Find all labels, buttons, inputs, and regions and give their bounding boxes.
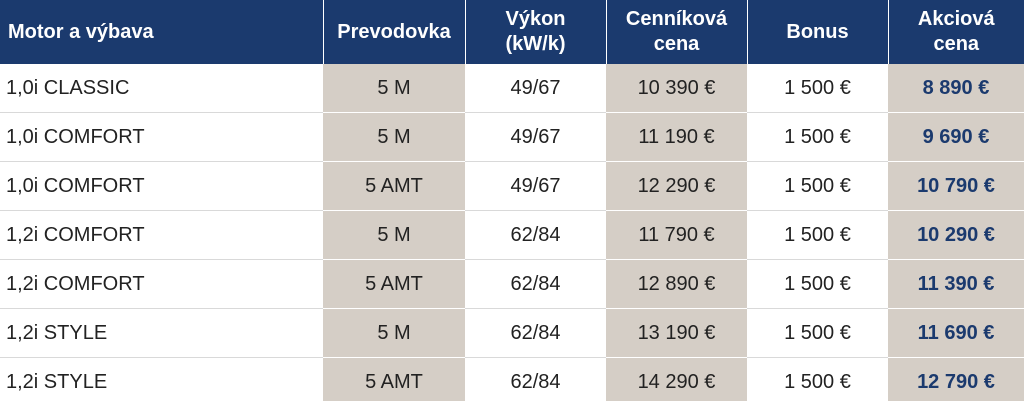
table-row: 1,0i CLASSIC 5 M 49/67 10 390 €1 500 €8 890… <box>0 64 1024 113</box>
table-row: 1,2i STYLE 5 AMT 62/84 14 290 €1 500 €12 79… <box>0 357 1024 401</box>
table-row: 1,0i COMFORT 5 M 49/67 11 190 €1 500 €9 690… <box>0 112 1024 162</box>
header-text: Cenníková <box>625 8 728 30</box>
table-cell: 10 790 € <box>888 161 1024 211</box>
table-cell: 5 M <box>323 112 465 162</box>
table-cell: 62/84 <box>465 259 606 309</box>
table-cell: 1,0i COMFORT <box>0 161 323 211</box>
table-cell: 62/84 <box>465 357 606 401</box>
column-header: Cenníková cena <box>606 0 748 64</box>
header-text: cena <box>653 33 700 55</box>
header-text: Výkon <box>505 8 566 30</box>
table-cell: 1 500 € <box>747 64 888 113</box>
table-cell: 11 690 € <box>888 308 1024 358</box>
column-header: Výkon (kW/k) <box>465 0 607 64</box>
column-header: Akciová cena <box>888 0 1024 64</box>
table-cell: 12 790 € <box>888 357 1024 401</box>
header-text: cena <box>933 33 980 55</box>
table-cell: 1 500 € <box>747 161 888 211</box>
table-row: 1,2i COMFORT 5 AMT 62/84 12 890 €1 500 €11 … <box>0 259 1024 309</box>
table-row: 1,2i STYLE 5 M 62/84 13 190 €1 500 €11 690 … <box>0 308 1024 358</box>
table-cell: 1,2i STYLE <box>0 308 323 358</box>
table-cell: 1 500 € <box>747 259 888 309</box>
table-cell: 13 190 € <box>606 308 747 358</box>
table-cell: 1 500 € <box>747 357 888 401</box>
table-cell: 10 390 € <box>606 64 747 113</box>
table-cell: 12 290 € <box>606 161 747 211</box>
table-cell: 5 AMT <box>323 259 465 309</box>
table-cell: 10 290 € <box>888 210 1024 260</box>
table-cell: 11 390 € <box>888 259 1024 309</box>
table-cell: 14 290 € <box>606 357 747 401</box>
table-cell: 5 AMT <box>323 357 465 401</box>
table-cell: 1,2i STYLE <box>0 357 323 401</box>
table-cell: 12 890 € <box>606 259 747 309</box>
table-cell: 1,2i COMFORT <box>0 210 323 260</box>
header-text: Motor a výbava <box>8 20 154 43</box>
table-cell: 1,0i CLASSIC <box>0 64 323 113</box>
table-cell: 5 M <box>323 210 465 260</box>
header-text: Akciová <box>917 8 995 30</box>
table-cell: 62/84 <box>465 210 606 260</box>
table-cell: 1,2i COMFORT <box>0 259 323 309</box>
header-text: Prevodovka <box>337 20 451 43</box>
table-cell: 5 M <box>323 308 465 358</box>
table-cell: 11 790 € <box>606 210 747 260</box>
table-cell: 9 690 € <box>888 112 1024 162</box>
table-cell: 1,0i COMFORT <box>0 112 323 162</box>
table-cell: 11 190 € <box>606 112 747 162</box>
table-cell: 1 500 € <box>747 308 888 358</box>
table-cell: 1 500 € <box>747 112 888 162</box>
table-cell: 8 890 € <box>888 64 1024 113</box>
column-header: Motor a výbava <box>0 0 324 64</box>
header-text: Bonus <box>786 20 849 43</box>
table-cell: 62/84 <box>465 308 606 358</box>
table-body: 1,0i CLASSIC 5 M 49/67 10 390 €1 500 €8 890… <box>0 64 1024 401</box>
table-cell: 49/67 <box>465 64 606 113</box>
header-row: Motor a výbava Prevodovka Výkon (kW/k) Cenní… <box>0 0 1024 64</box>
table-cell: 5 AMT <box>323 161 465 211</box>
table-row: 1,0i COMFORT 5 AMT 49/67 12 290 €1 500 €10 … <box>0 161 1024 211</box>
table-cell: 1 500 € <box>747 210 888 260</box>
table-cell: 49/67 <box>465 112 606 162</box>
column-header: Prevodovka <box>323 0 466 64</box>
table-cell: 49/67 <box>465 161 606 211</box>
table-cell: 5 M <box>323 64 465 113</box>
header-text: (kW/k) <box>505 33 566 55</box>
table-row: 1,2i COMFORT 5 M 62/84 11 790 €1 500 €10 29… <box>0 210 1024 260</box>
column-header: Bonus <box>747 0 889 64</box>
